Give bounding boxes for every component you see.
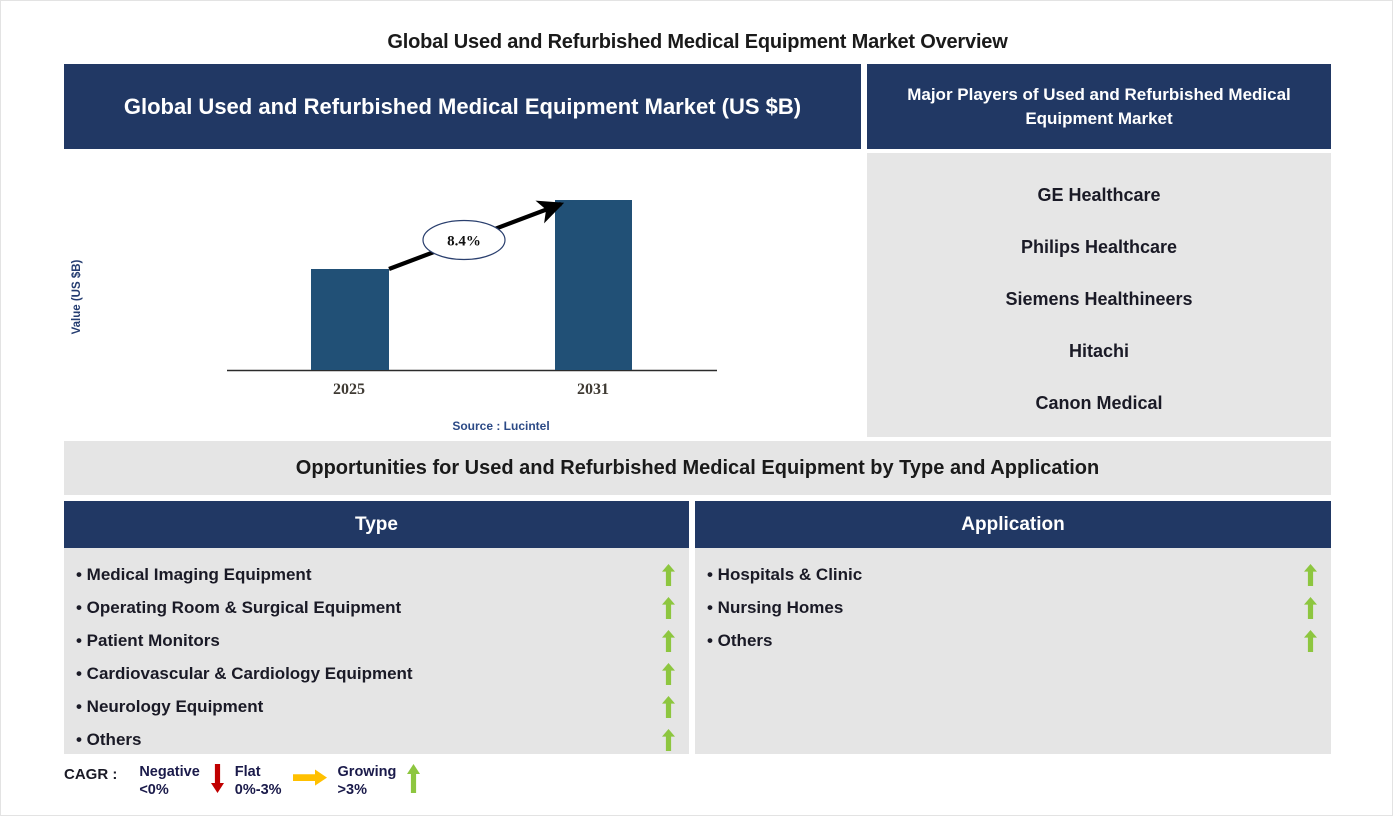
bar-2025 [311, 269, 389, 370]
type-list-item: • Cardiovascular & Cardiology Equipment [64, 657, 689, 690]
cagr-negative-label: Negative [139, 764, 200, 780]
arrow-up-green-icon [1304, 596, 1317, 619]
player-item: Philips Healthcare [1020, 236, 1178, 257]
cagr-legend: CAGR : Negative <0% Flat 0%-3% [64, 763, 584, 811]
player-item: GE Healthcare [1037, 184, 1161, 205]
player-item: Hitachi [1068, 340, 1129, 361]
cagr-negative-range: <0% [139, 782, 169, 798]
opportunities-banner: Opportunities for Used and Refurbished M… [64, 441, 1331, 495]
arrow-up-green-icon [662, 596, 675, 619]
application-item-list: • Hospitals & Clinic • Nursing Homes • O… [695, 548, 1331, 754]
application-list-item: • Others [695, 624, 1331, 657]
application-list-item: • Nursing Homes [695, 591, 1331, 624]
arrow-up-green-icon [662, 629, 675, 652]
cagr-negative-text: Negative <0% [139, 763, 199, 799]
application-item-label: • Hospitals & Clinic [707, 564, 863, 584]
type-item-label: • Others [76, 729, 142, 749]
cagr-callout-label: 8.4% [447, 234, 481, 250]
cagr-growing-text: Growing >3% [338, 763, 397, 799]
cagr-flat-label: Flat [234, 764, 261, 780]
arrow-up-green-icon [662, 563, 675, 586]
cagr-legend-title: CAGR : [64, 766, 118, 783]
type-item-label: • Patient Monitors [76, 630, 220, 650]
x-tick-2031: 2031 [577, 381, 609, 398]
arrow-up-green-icon [662, 662, 675, 685]
player-item: Canon Medical [1035, 392, 1163, 413]
bar-chart-svg: Value (US $B) 8.4% 2025 2031 Source : Lu… [71, 200, 717, 433]
type-list-item: • Neurology Equipment [64, 690, 689, 723]
type-column: Type • Medical Imaging Equipment • Opera… [64, 501, 689, 754]
type-list-item: • Others [64, 723, 689, 756]
arrow-down-red-icon [210, 763, 224, 798]
players-panel: GE Healthcare Philips Healthcare Siemens… [867, 153, 1331, 437]
arrow-right-yellow-icon [292, 763, 327, 793]
cagr-flat-range: 0%-3% [234, 782, 282, 798]
application-item-label: • Others [707, 630, 773, 650]
type-item-label: • Operating Room & Surgical Equipment [76, 597, 402, 617]
arrow-up-green-icon [662, 695, 675, 718]
type-item-list: • Medical Imaging Equipment • Operating … [64, 548, 689, 754]
application-column: Application • Hospitals & Clinic • Nursi… [695, 501, 1331, 754]
arrow-up-green-icon [1304, 563, 1317, 586]
type-list-item: • Medical Imaging Equipment [64, 558, 689, 591]
cagr-callout-ellipse [422, 219, 506, 261]
cagr-growing-range: >3% [337, 782, 367, 798]
type-list-item: • Patient Monitors [64, 624, 689, 657]
x-tick-2025: 2025 [333, 381, 365, 398]
type-column-header: Type [64, 501, 689, 548]
type-list-item: • Operating Room & Surgical Equipment [64, 591, 689, 624]
application-column-header: Application [695, 501, 1331, 548]
player-item: Siemens Healthineers [1005, 288, 1193, 309]
arrow-up-green-icon [662, 728, 675, 751]
type-item-label: • Cardiovascular & Cardiology Equipment [76, 663, 413, 683]
application-item-label: • Nursing Homes [707, 597, 844, 617]
cagr-legend-growing: Growing >3% [338, 763, 432, 799]
type-item-label: • Medical Imaging Equipment [76, 564, 312, 584]
chart-source: Source : Lucintel [452, 419, 549, 433]
type-item-label: • Neurology Equipment [76, 696, 264, 716]
cagr-legend-flat: Flat 0%-3% [235, 763, 338, 799]
cagr-flat-text: Flat 0%-3% [235, 763, 282, 799]
cagr-legend-negative: Negative <0% [139, 763, 234, 799]
page-title: Global Used and Refurbished Medical Equi… [387, 31, 1008, 53]
chart-panel-header: Global Used and Refurbished Medical Equi… [64, 64, 861, 149]
y-axis-label: Value (US $B) [71, 259, 83, 334]
market-bar-chart: Value (US $B) 8.4% 2025 2031 Source : Lu… [64, 149, 861, 437]
arrow-up-green-icon [407, 763, 421, 798]
players-panel-header: Major Players of Used and Refurbished Me… [867, 64, 1331, 149]
cagr-growing-label: Growing [337, 764, 397, 780]
arrow-up-green-icon [1304, 629, 1317, 652]
bar-2031 [555, 200, 632, 370]
application-list-item: • Hospitals & Clinic [695, 558, 1331, 591]
